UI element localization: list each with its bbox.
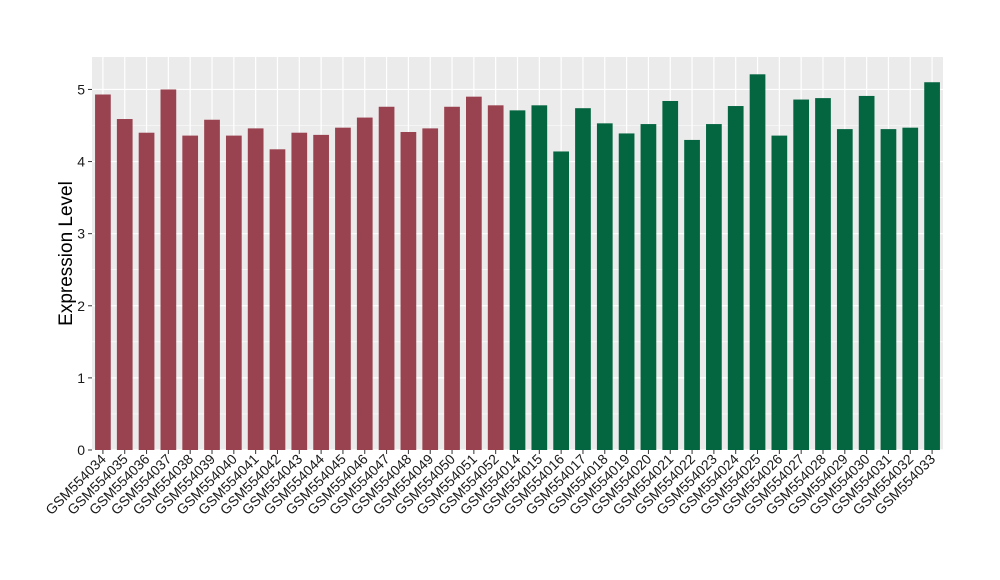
bar-GSM554046 [356,117,373,450]
bar-GSM554043 [291,132,308,451]
y-tick-label: 1 [77,370,85,386]
bar-GSM554041 [247,128,264,451]
y-tick-label: 4 [77,154,85,170]
bar-GSM554035 [116,119,133,450]
bar-GSM554032 [902,127,919,450]
x-axis: GSM554034GSM554035GSM554036GSM554037GSM5… [42,450,938,518]
bar-GSM554027 [793,99,810,450]
bar-GSM554026 [771,135,788,450]
bar-GSM554050 [444,106,460,450]
bar-GSM554042 [269,149,286,451]
y-axis-title: Expression Level [56,181,77,326]
y-axis: 0 1 2 3 4 5 [77,81,92,458]
bar-GSM554022 [684,139,700,450]
y-tick-label: 5 [77,81,85,97]
bar-GSM554029 [836,129,853,450]
bar-GSM554038 [182,135,199,450]
bar-GSM554015 [531,105,548,451]
bar-GSM554039 [204,119,220,450]
bar-GSM554040 [225,135,242,450]
bar-GSM554021 [662,100,679,450]
bar-GSM554025 [749,74,766,450]
bar-GSM554014 [509,110,526,451]
bar-GSM554045 [335,127,351,450]
bar-GSM554023 [706,124,722,451]
bar-GSM554048 [400,131,417,450]
bar-GSM554019 [618,133,635,450]
bar-GSM554028 [815,98,831,450]
bar-GSM554030 [858,95,875,450]
bar-GSM554033 [924,82,940,451]
bar-GSM554047 [378,106,395,450]
bar-GSM554044 [313,134,329,450]
y-tick-label: 0 [77,442,85,458]
bar-GSM554037 [160,89,177,451]
bar-GSM554031 [880,129,897,450]
bar-GSM554049 [422,128,439,451]
bar-GSM554052 [487,105,504,451]
y-tick-label: 3 [77,226,85,242]
y-tick-label: 2 [77,298,85,314]
bar-GSM554036 [138,132,155,451]
bar-GSM554018 [596,123,613,451]
bar-GSM554017 [575,108,591,450]
bar-GSM554051 [466,96,482,450]
bar-GSM554016 [553,151,569,450]
bar-GSM554020 [640,124,657,451]
bar-GSM554034 [95,94,111,450]
bars [95,74,940,451]
bar-GSM554024 [727,106,744,451]
